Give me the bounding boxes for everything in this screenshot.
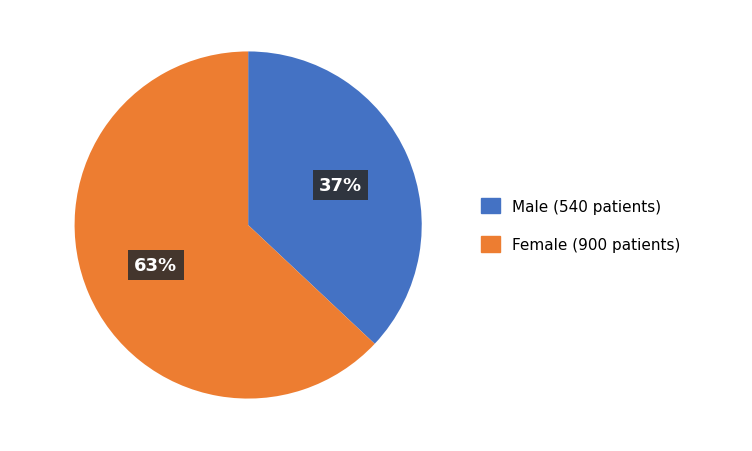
Text: 63%: 63% [134, 257, 177, 274]
Text: 37%: 37% [319, 177, 362, 194]
Wedge shape [248, 52, 422, 344]
Legend: Male (540 patients), Female (900 patients): Male (540 patients), Female (900 patient… [481, 198, 681, 253]
Wedge shape [74, 52, 374, 399]
